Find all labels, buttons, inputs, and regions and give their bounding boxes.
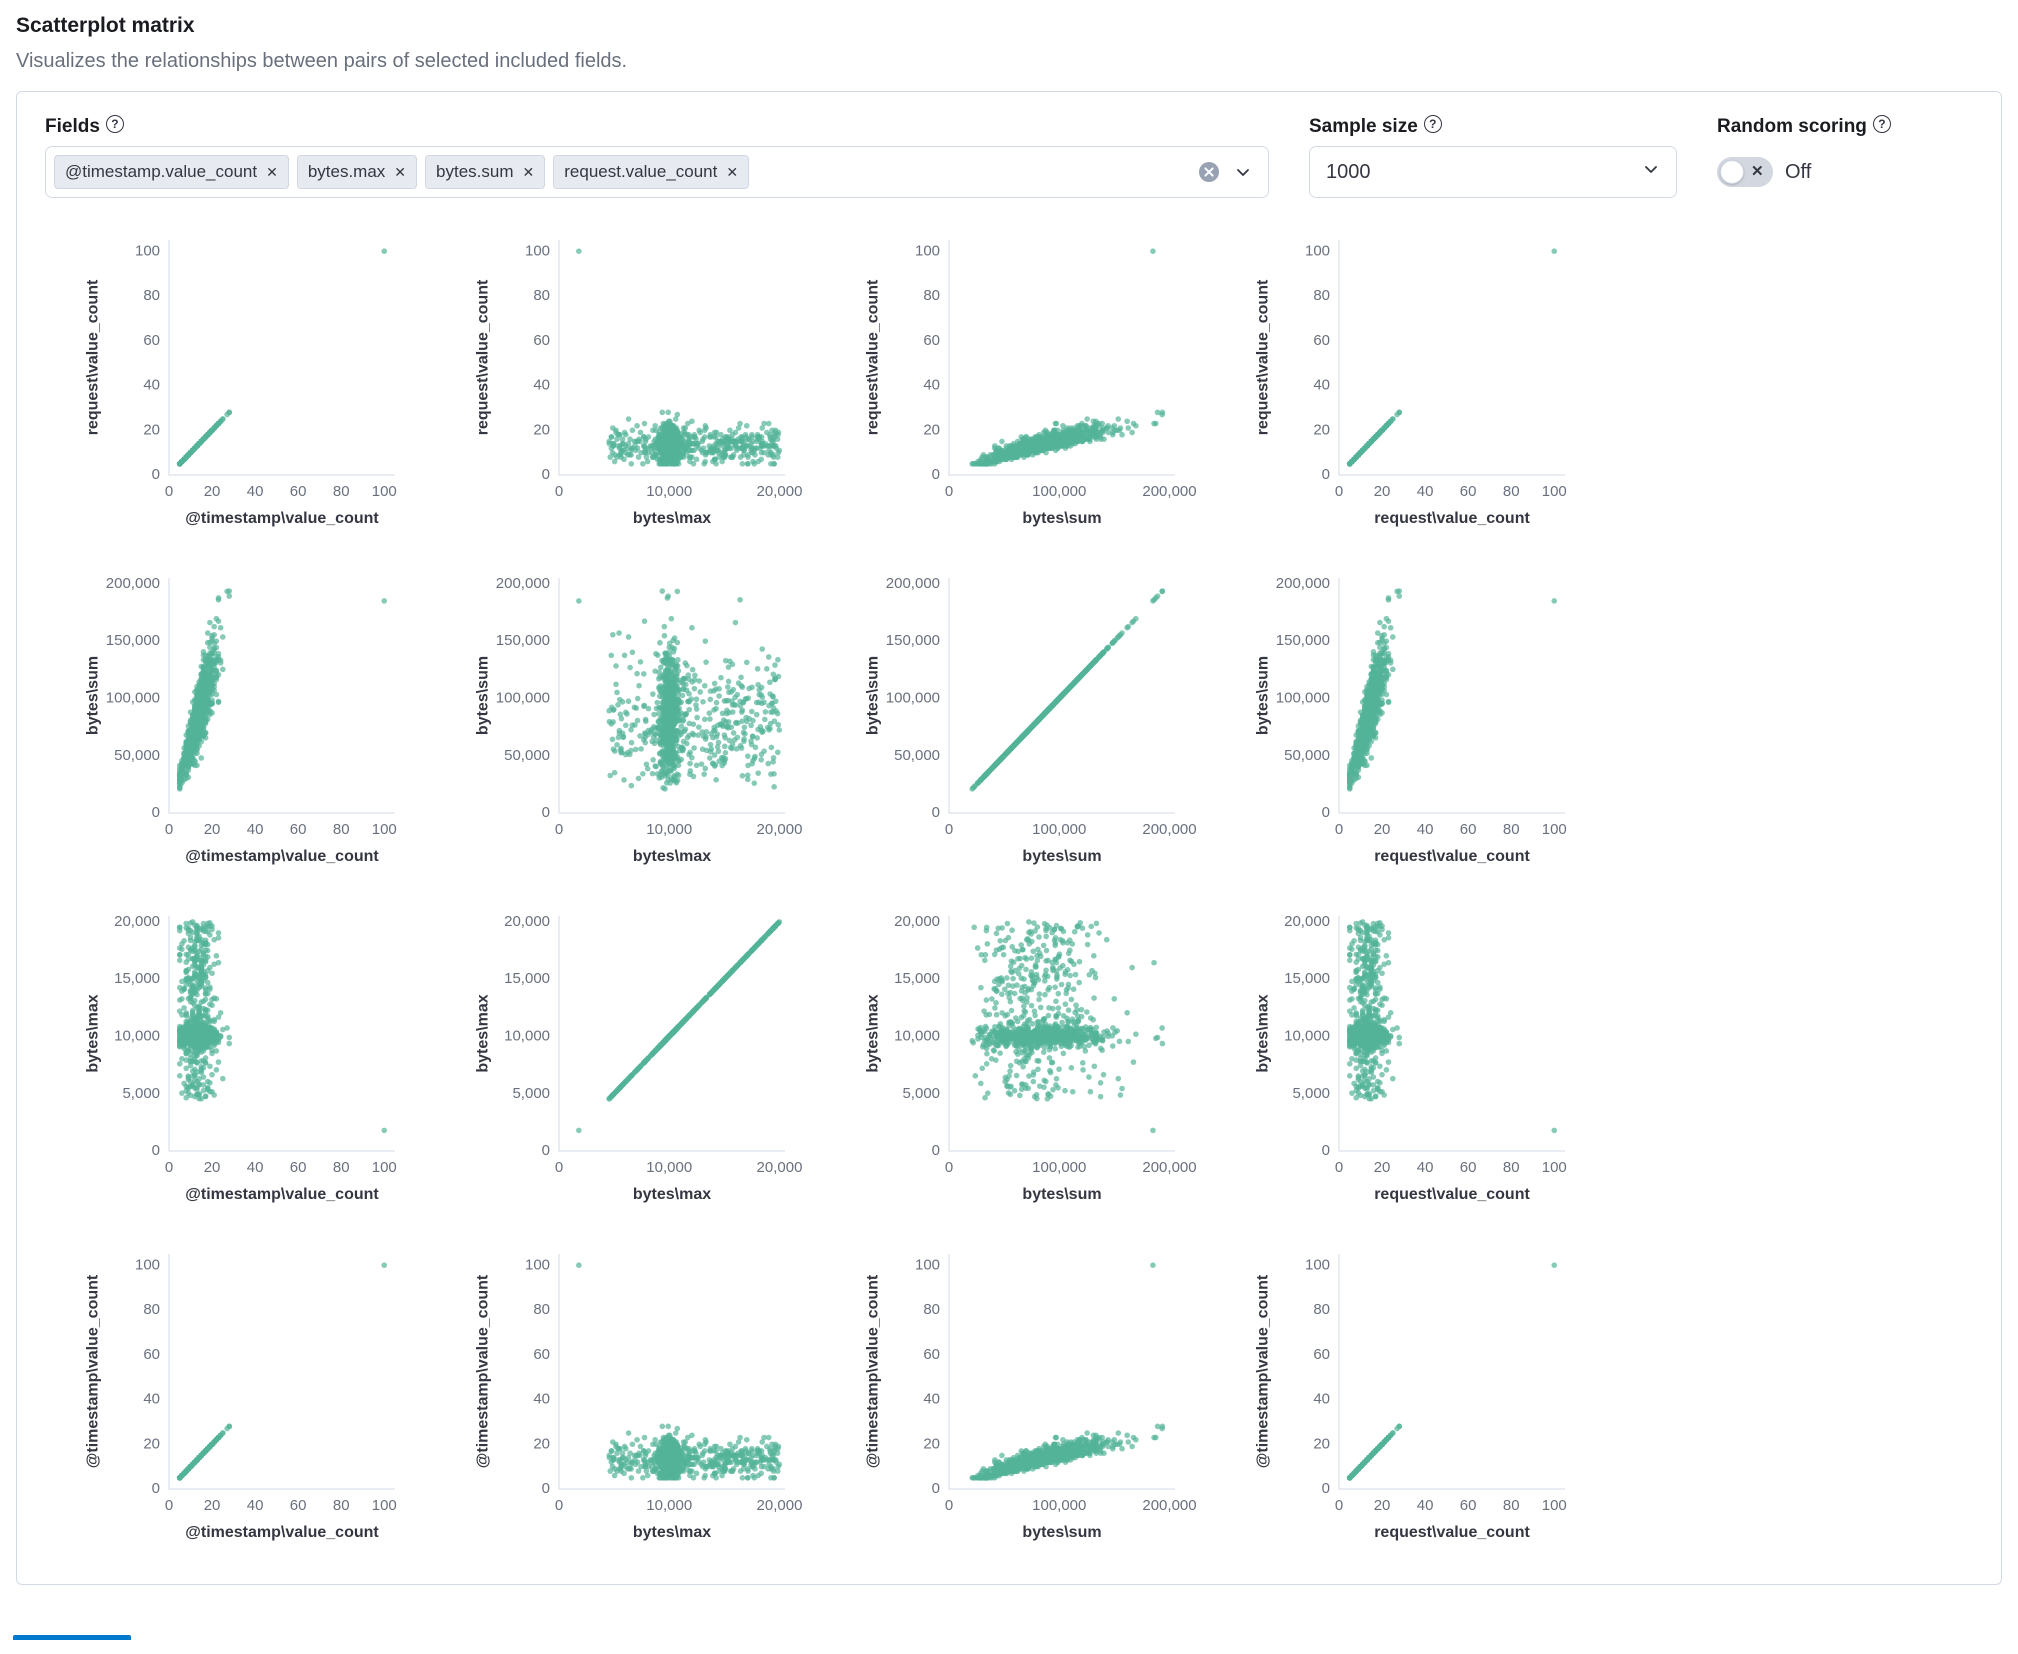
fields-control: Fields ? @timestamp.value_count ✕ bytes.… bbox=[45, 115, 1269, 198]
combo-actions bbox=[1198, 161, 1252, 183]
fields-label: Fields ? bbox=[45, 115, 1269, 138]
scatter-canvas bbox=[69, 228, 459, 530]
scatter-cell-y-bytes_sum-x-request_count bbox=[1239, 566, 1629, 868]
scatter-cell-y-timestamp_count-x-bytes_max bbox=[459, 1242, 849, 1544]
sample-size-help-icon[interactable]: ? bbox=[1423, 115, 1442, 133]
scatter-cell-y-timestamp_count-x-timestamp_count bbox=[69, 1242, 459, 1544]
scatter-canvas bbox=[1239, 904, 1629, 1206]
scatter-cell-y-request_count-x-bytes_max bbox=[459, 228, 849, 530]
random-scoring-label: Random scoring ? bbox=[1717, 115, 1891, 138]
fields-help-icon[interactable]: ? bbox=[105, 115, 124, 133]
scatter-canvas bbox=[459, 1242, 849, 1544]
scatter-cell-y-bytes_max-x-timestamp_count bbox=[69, 904, 459, 1206]
scatter-cell-y-bytes_max-x-bytes_sum bbox=[849, 904, 1239, 1206]
field-pills: @timestamp.value_count ✕ bytes.max ✕ byt… bbox=[54, 155, 1198, 189]
scatter-cell-y-bytes_sum-x-bytes_sum bbox=[849, 566, 1239, 868]
page: Scatterplot matrix Visualizes the relati… bbox=[13, 14, 2002, 1640]
partial-element-bottom bbox=[13, 1635, 131, 1640]
field-pill-timestamp-value-count: @timestamp.value_count ✕ bbox=[54, 155, 289, 189]
chevron-down-icon[interactable] bbox=[1234, 163, 1252, 181]
scatter-canvas bbox=[69, 904, 459, 1206]
scatter-cell-y-timestamp_count-x-request_count bbox=[1239, 1242, 1629, 1544]
scatter-canvas bbox=[849, 904, 1239, 1206]
field-pill-bytes-sum: bytes.sum ✕ bbox=[425, 155, 546, 189]
scatter-cell-y-timestamp_count-x-bytes_sum bbox=[849, 1242, 1239, 1544]
field-pill-request-value-count: request.value_count ✕ bbox=[553, 155, 750, 189]
fields-label-text: Fields bbox=[45, 116, 100, 137]
field-pill-label: @timestamp.value_count bbox=[65, 162, 258, 181]
remove-field-icon[interactable]: ✕ bbox=[726, 164, 739, 180]
field-pill-label: bytes.max bbox=[307, 162, 386, 181]
scatter-canvas bbox=[849, 566, 1239, 868]
scatter-canvas bbox=[1239, 228, 1629, 530]
scatter-canvas bbox=[849, 228, 1239, 530]
scatter-canvas bbox=[849, 1242, 1239, 1544]
toggle-off-icon: ✕ bbox=[1751, 163, 1764, 181]
sample-size-label-text: Sample size bbox=[1309, 116, 1418, 137]
random-scoring-control: Random scoring ? ✕ Off bbox=[1717, 115, 1891, 198]
scatter-cell-y-bytes_sum-x-timestamp_count bbox=[69, 566, 459, 868]
scatter-cell-y-request_count-x-timestamp_count bbox=[69, 228, 459, 530]
field-pill-bytes-max: bytes.max ✕ bbox=[296, 155, 418, 189]
page-subtitle: Visualizes the relationships between pai… bbox=[16, 50, 628, 72]
random-scoring-help-icon[interactable]: ? bbox=[1872, 115, 1891, 133]
remove-field-icon[interactable]: ✕ bbox=[394, 164, 407, 180]
scatter-canvas bbox=[459, 228, 849, 530]
toggle-row: ✕ Off bbox=[1717, 146, 1891, 198]
field-pill-label: request.value_count bbox=[564, 162, 718, 181]
remove-field-icon[interactable]: ✕ bbox=[266, 164, 278, 180]
scatter-cell-y-request_count-x-bytes_sum bbox=[849, 228, 1239, 530]
sample-size-control: Sample size ? 1000 bbox=[1309, 115, 1677, 198]
scatter-canvas bbox=[459, 904, 849, 1206]
scatter-cell-y-bytes_max-x-request_count bbox=[1239, 904, 1629, 1206]
sample-size-value: 1000 bbox=[1326, 160, 1371, 183]
sample-size-select[interactable]: 1000 bbox=[1309, 146, 1677, 198]
sample-size-label: Sample size ? bbox=[1309, 115, 1677, 138]
random-scoring-state: Off bbox=[1785, 160, 1812, 183]
scatter-canvas bbox=[459, 566, 849, 868]
clear-all-fields-icon[interactable] bbox=[1198, 161, 1220, 183]
scatter-canvas bbox=[69, 1242, 459, 1544]
scatter-cell-y-bytes_max-x-bytes_max bbox=[459, 904, 849, 1206]
scatterplot-matrix-panel: Fields ? @timestamp.value_count ✕ bytes.… bbox=[16, 91, 2002, 1585]
scatter-canvas bbox=[69, 566, 459, 868]
scatterplot-matrix bbox=[69, 228, 1973, 1544]
field-pill-label: bytes.sum bbox=[436, 162, 514, 181]
scatter-cell-y-bytes_sum-x-bytes_max bbox=[459, 566, 849, 868]
scatter-canvas bbox=[1239, 566, 1629, 868]
chevron-down-icon bbox=[1642, 160, 1660, 184]
scatter-cell-y-request_count-x-request_count bbox=[1239, 228, 1629, 530]
fields-combobox[interactable]: @timestamp.value_count ✕ bytes.max ✕ byt… bbox=[45, 146, 1269, 198]
scatter-canvas bbox=[1239, 1242, 1629, 1544]
toggle-knob bbox=[1720, 160, 1744, 184]
random-scoring-label-text: Random scoring bbox=[1717, 116, 1867, 137]
page-title: Scatterplot matrix bbox=[16, 14, 195, 37]
remove-field-icon[interactable]: ✕ bbox=[522, 164, 535, 180]
controls-row: Fields ? @timestamp.value_count ✕ bytes.… bbox=[45, 115, 1973, 198]
random-scoring-toggle[interactable]: ✕ bbox=[1717, 157, 1773, 187]
